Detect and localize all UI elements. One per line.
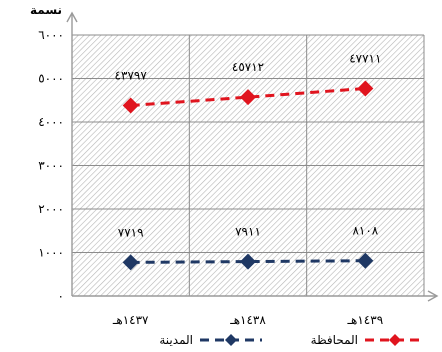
data-label: ٨١٠٨ — [352, 224, 378, 238]
legend: المحافظة المدينة — [159, 333, 425, 347]
x-tick-label: ١٤٣٧هـ — [112, 313, 149, 327]
y-tick-label: ٠ — [58, 289, 64, 303]
y-axis-arrow — [66, 11, 78, 23]
legend-label: المحافظة — [311, 333, 358, 347]
legend-marker — [389, 334, 401, 346]
series-marker — [240, 89, 256, 106]
series-line — [130, 259, 366, 264]
y-tick-label: ٢٠٠٠ — [38, 202, 64, 216]
data-label: ٧٧١٩ — [118, 225, 144, 239]
data-label: ٧٩١١ — [235, 225, 261, 239]
series-layer: ٤٣٧٩٧ ٤٥٧١٢ ٤٧٧١١ ٧٧١٩ ٧٩١١ ٨١٠٨ — [115, 51, 381, 271]
y-tick-label: ١٠٠٠ — [38, 246, 64, 260]
data-label: ٤٧٧١١ — [349, 51, 381, 65]
series-marker — [357, 252, 374, 269]
series-1: ٤٣٧٩٧ ٤٥٧١٢ ٤٧٧١١ — [115, 51, 381, 114]
series-marker — [357, 80, 374, 97]
y-tick-label: ٤٠٠٠ — [38, 115, 64, 129]
series-marker — [122, 254, 139, 271]
x-tick-label: ١٤٣٨هـ — [229, 313, 266, 327]
legend-marker — [225, 334, 237, 346]
series-2: ٧٧١٩ ٧٩١١ ٨١٠٨ — [118, 224, 379, 271]
series-marker — [122, 97, 139, 114]
y-tick-label: ٥٠٠٠ — [38, 72, 64, 86]
legend-item-1: المحافظة — [311, 333, 425, 347]
series-line — [130, 86, 366, 107]
data-label: ٤٥٧١٢ — [232, 60, 264, 74]
y-axis-title: نسمة — [30, 3, 62, 17]
x-axis-arrow — [427, 290, 439, 302]
x-tick-label: ١٤٣٩هـ — [347, 313, 384, 327]
series-marker — [240, 253, 256, 270]
data-label: ٤٣٧٩٧ — [115, 68, 148, 82]
y-tick-label: ٦٠٠٠ — [38, 28, 64, 42]
y-tick-label: ٣٠٠٠ — [38, 159, 64, 173]
grid — [72, 34, 425, 296]
legend-item-2: المدينة — [159, 333, 262, 347]
legend-label: المدينة — [159, 333, 193, 347]
axes: ٠ ١٠٠٠ ٢٠٠٠ ٣٠٠٠ ٤٠٠٠ ٥٠٠٠ ٦٠٠٠ ١٤٣٧هـ ١٤٣٨هـ ١٤٣… — [38, 11, 439, 327]
